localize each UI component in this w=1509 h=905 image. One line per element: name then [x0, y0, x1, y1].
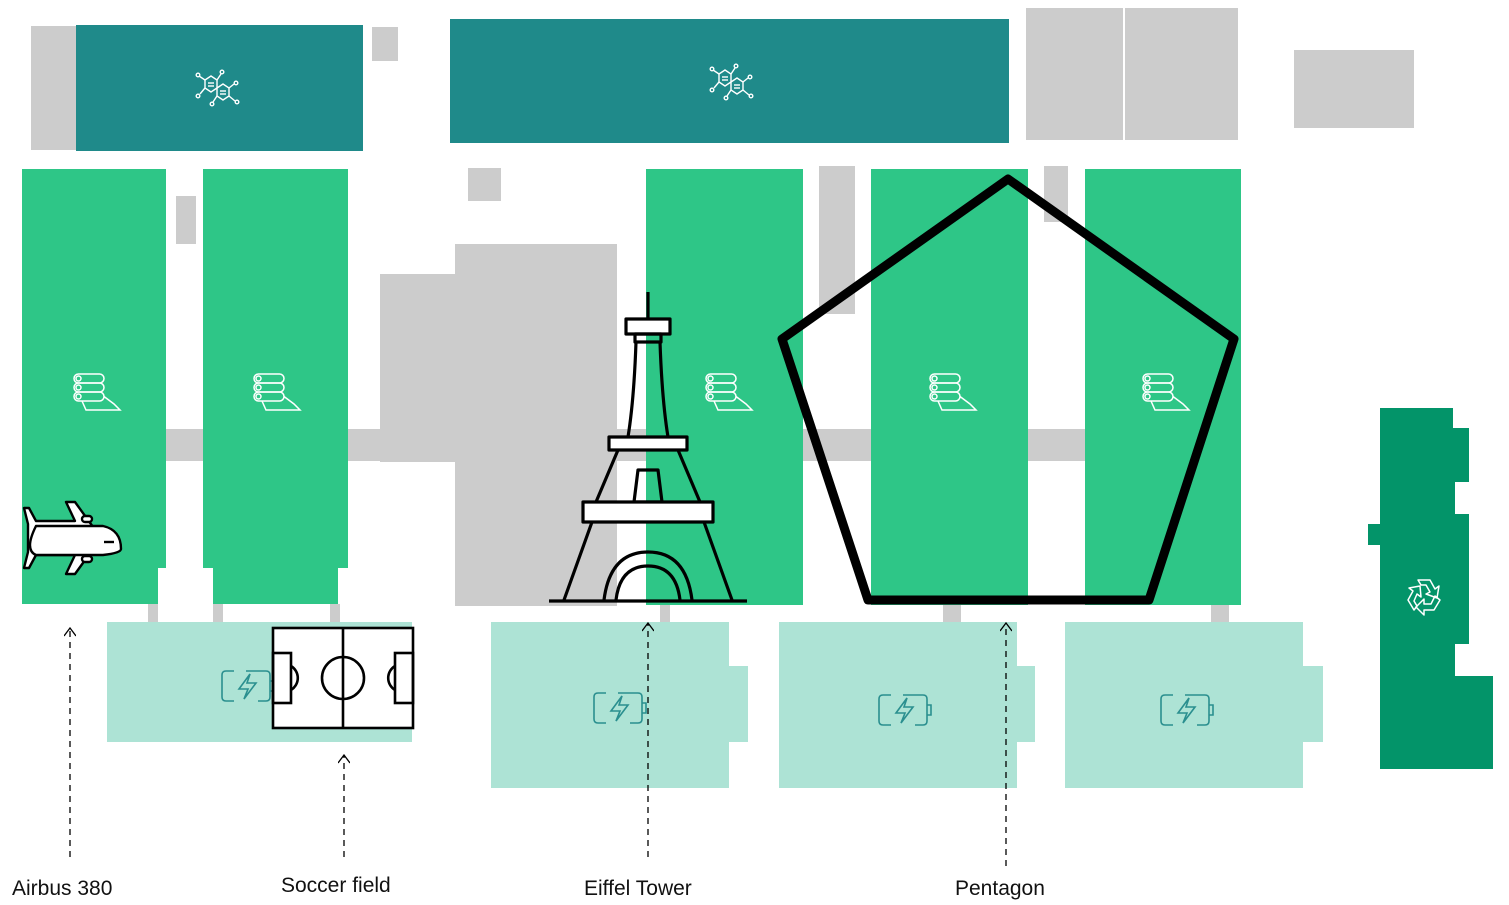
- production-hall-3: [646, 169, 803, 605]
- soccer-field-icon: [271, 626, 415, 730]
- gray-block: [176, 196, 196, 244]
- label-eiffel-tower: Eiffel Tower: [584, 877, 692, 900]
- production-hall-1: [22, 169, 166, 604]
- label-airbus-380: Airbus 380: [12, 877, 113, 900]
- gray-block: [372, 27, 398, 61]
- network-module-center: [450, 19, 1009, 143]
- gray-block: [1294, 50, 1414, 128]
- corridor: [1027, 429, 1086, 461]
- connector: [148, 604, 158, 622]
- network-module-left: [76, 25, 363, 151]
- gray-block: [380, 426, 460, 462]
- connector: [213, 604, 223, 622]
- connector: [660, 604, 670, 622]
- production-halls: [22, 169, 1241, 605]
- gray-block: [1125, 8, 1238, 140]
- corridor: [347, 429, 381, 461]
- connector: [943, 604, 961, 622]
- gray-block: [468, 168, 501, 201]
- gray-block: [1026, 8, 1123, 140]
- connector: [1211, 604, 1229, 622]
- airplane-icon: [22, 500, 123, 576]
- production-hall-4: [871, 169, 1028, 605]
- battery-storage-3: [779, 622, 1035, 788]
- eiffel-tower-icon: [549, 292, 747, 603]
- recycling-building: [1368, 408, 1493, 769]
- pentagon-outline-icon: [777, 174, 1239, 605]
- gray-block: [31, 26, 79, 150]
- corridor: [166, 429, 204, 461]
- battery-storage-4: [1065, 622, 1323, 788]
- label-pentagon: Pentagon: [955, 877, 1045, 900]
- network-modules: [76, 19, 1009, 151]
- label-soccer-field: Soccer field: [281, 874, 391, 897]
- production-hall-2: [203, 169, 348, 604]
- pointer-arrows: [70, 624, 1006, 866]
- gray-block: [455, 244, 617, 606]
- gray-buildings: [31, 8, 1414, 622]
- gray-block: [380, 274, 460, 429]
- connector: [330, 604, 340, 622]
